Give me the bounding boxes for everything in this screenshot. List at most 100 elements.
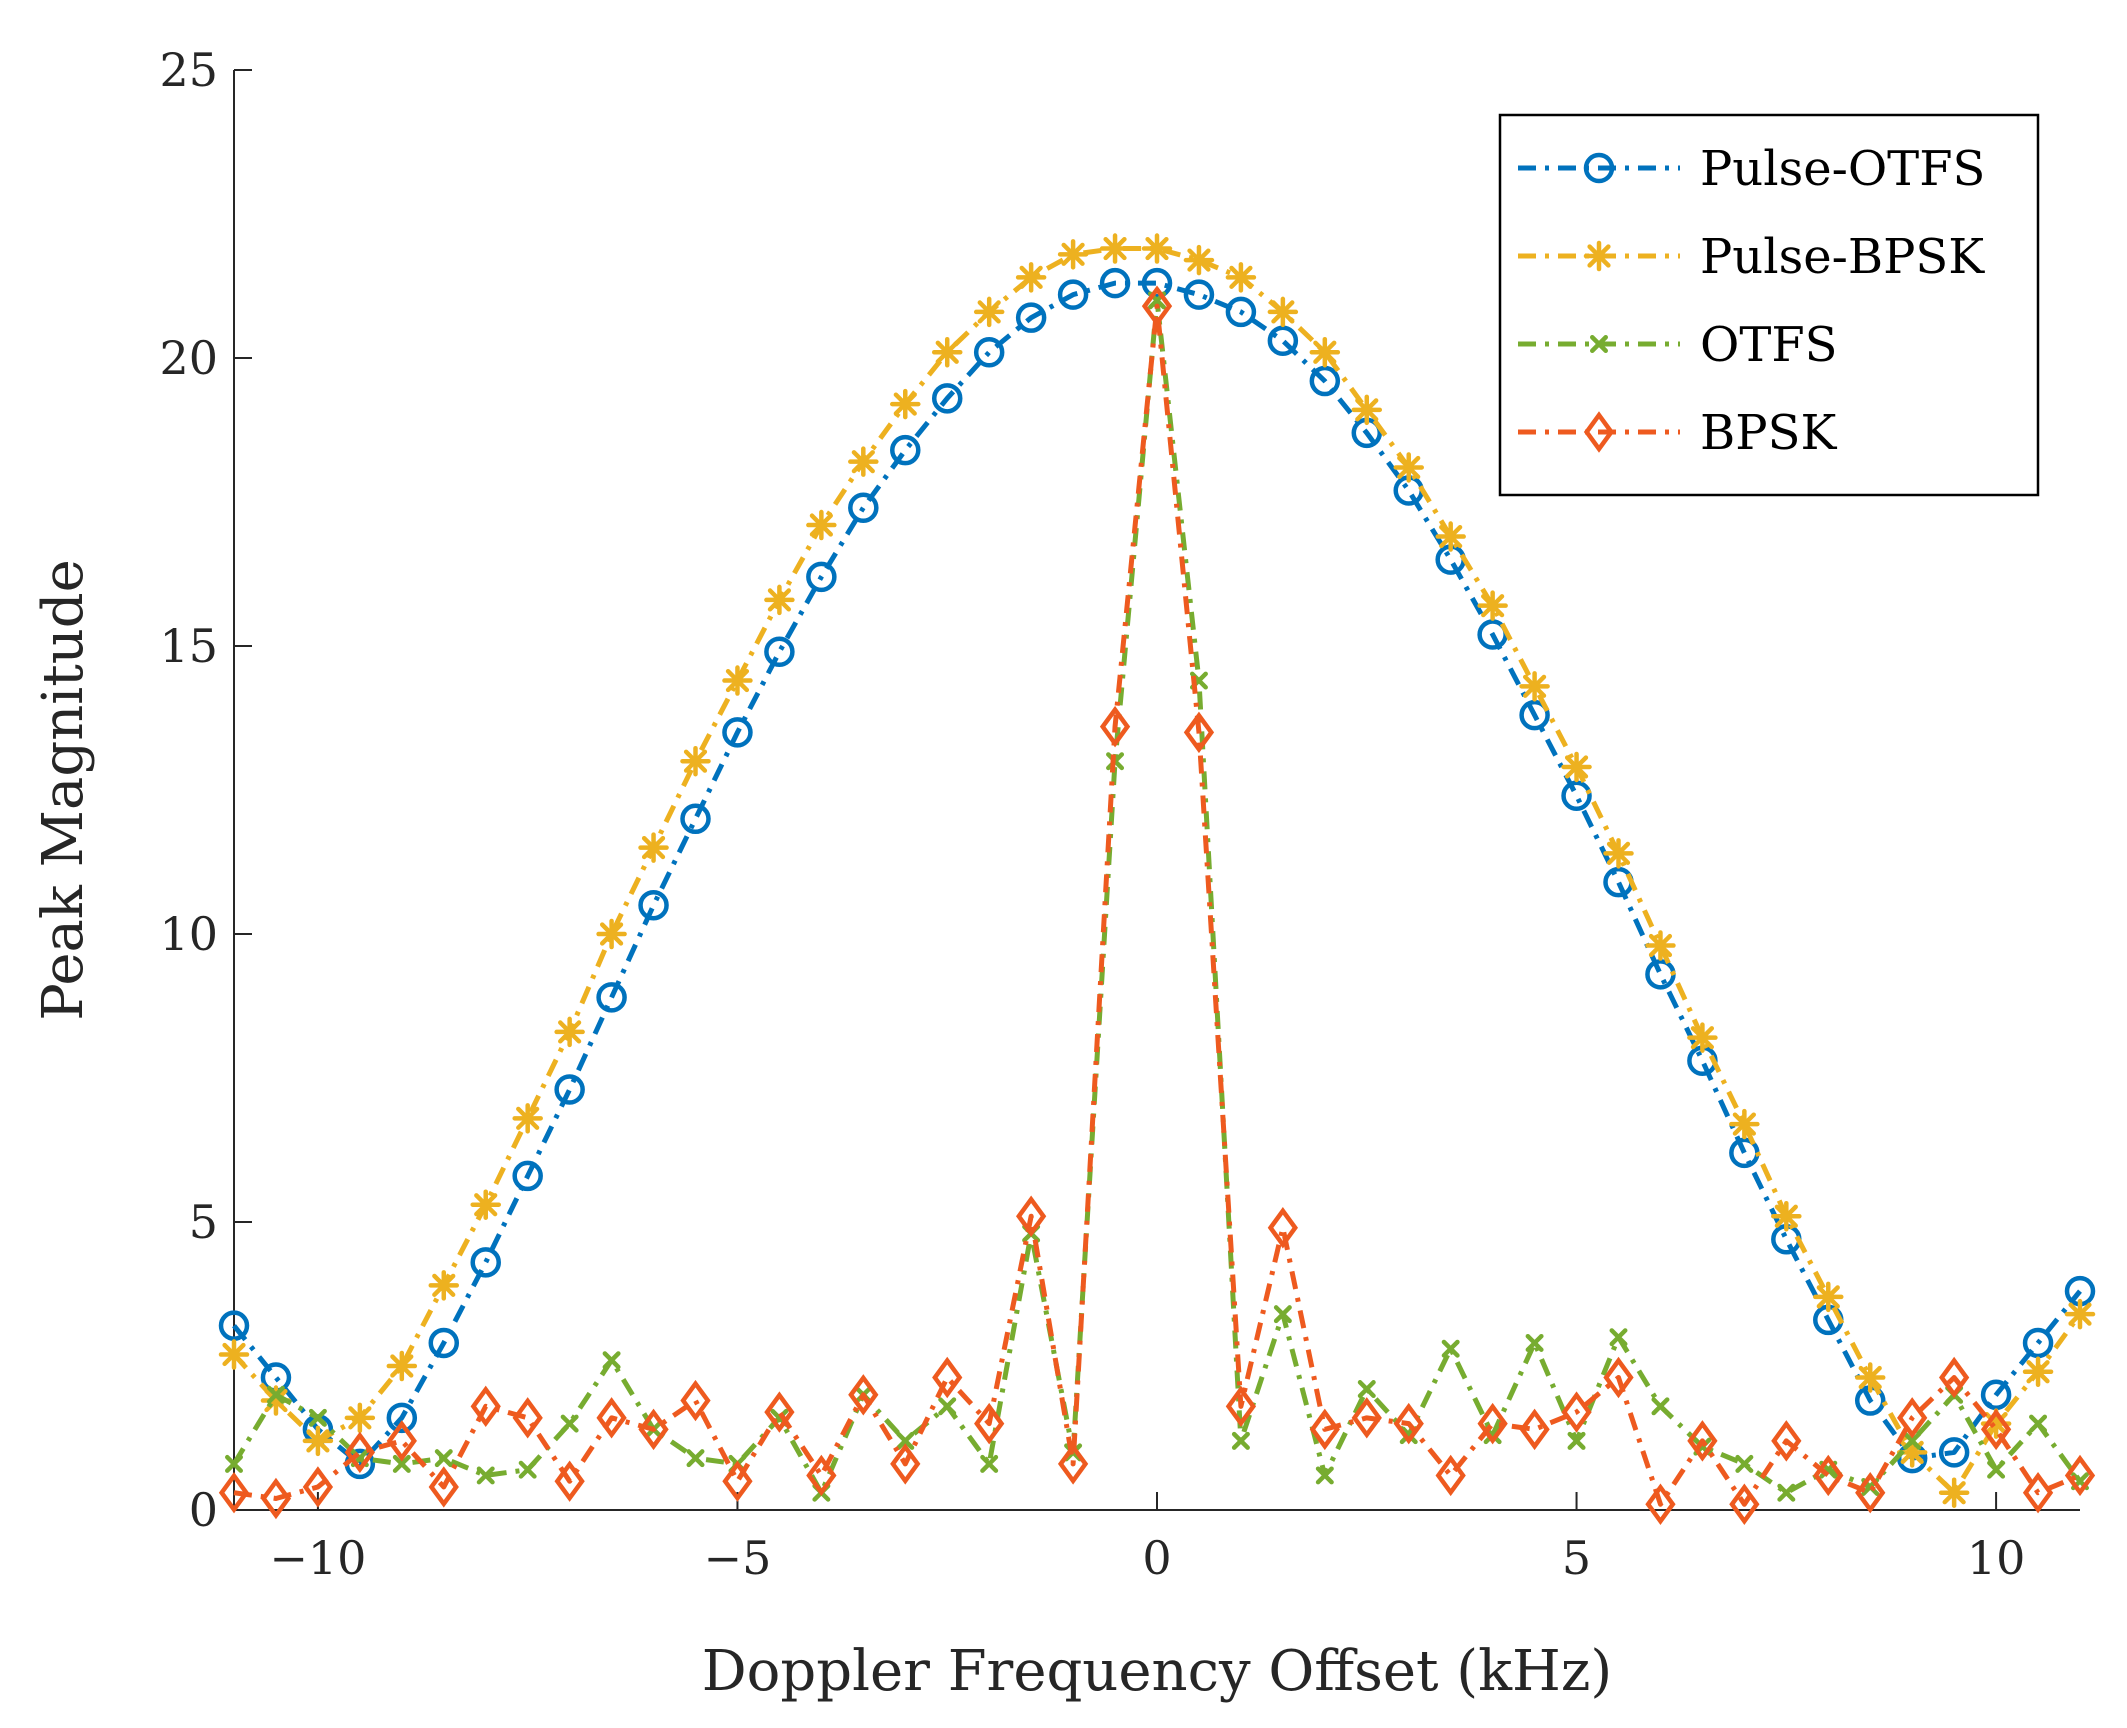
marker-asterisk xyxy=(1225,262,1257,293)
marker-asterisk xyxy=(1099,233,1131,264)
marker-x xyxy=(1357,1380,1376,1399)
marker-stroke xyxy=(977,300,1001,324)
marker-stroke xyxy=(1355,398,1379,422)
marker-diamond xyxy=(302,1466,334,1508)
series-line-pulse-otfs xyxy=(232,280,2082,1467)
marker-diamond xyxy=(1583,411,1615,453)
marker-diamond xyxy=(722,1460,753,1502)
marker-diamond xyxy=(638,1408,669,1451)
marker-stroke xyxy=(308,1408,327,1427)
marker-stroke xyxy=(560,1414,579,1433)
marker-stroke xyxy=(851,450,875,474)
marker-stroke xyxy=(1732,1112,1756,1136)
marker-diamond xyxy=(218,1472,250,1514)
y-tick-label: 20 xyxy=(159,331,218,385)
marker-asterisk xyxy=(1057,239,1089,270)
marker-stroke xyxy=(516,1106,540,1130)
marker-asterisk xyxy=(1519,671,1550,702)
marker-asterisk xyxy=(1477,590,1508,621)
legend-label: OTFS xyxy=(1700,317,1838,373)
marker-diamond xyxy=(1603,1356,1634,1399)
marker-asterisk xyxy=(1183,244,1215,276)
marker-x xyxy=(392,1454,411,1473)
marker-asterisk xyxy=(1141,233,1173,264)
marker-circle xyxy=(1938,1437,1970,1468)
marker-asterisk xyxy=(1267,296,1299,328)
marker-asterisk xyxy=(344,1402,376,1434)
marker-stroke xyxy=(1315,1466,1334,1485)
marker-diamond xyxy=(1351,1397,1382,1439)
marker-stroke xyxy=(1590,335,1608,353)
marker-stroke xyxy=(225,1454,243,1473)
marker-asterisk xyxy=(1583,240,1615,272)
marker-stroke xyxy=(1273,1305,1292,1324)
marker-asterisk xyxy=(2064,1298,2096,1330)
marker-stroke xyxy=(266,1385,285,1404)
marker-diamond xyxy=(1687,1420,1718,1462)
marker-stroke xyxy=(474,1193,498,1217)
series-pulse-bpsk xyxy=(218,233,2096,1508)
marker-diamond xyxy=(974,1402,1005,1445)
y-axis-title: Peak Magnitude xyxy=(31,559,96,1021)
marker-circle xyxy=(1015,302,1047,333)
marker-diamond xyxy=(1057,1443,1089,1485)
marker-stroke xyxy=(980,1454,999,1473)
marker-stroke xyxy=(1858,1365,1882,1390)
marker-diamond xyxy=(1729,1483,1760,1525)
marker-diamond xyxy=(1855,1472,1886,1514)
marker-stroke xyxy=(1651,1397,1670,1416)
marker-stroke xyxy=(1587,244,1611,268)
marker-circle xyxy=(806,561,837,593)
marker-asterisk xyxy=(1854,1362,1886,1393)
marker-diamond xyxy=(554,1460,585,1502)
marker-circle xyxy=(1225,296,1257,328)
marker-diamond xyxy=(1771,1420,1802,1462)
marker-diamond xyxy=(1561,1391,1592,1433)
marker-stroke xyxy=(2026,1360,2050,1384)
marker-stroke xyxy=(434,1449,453,1468)
marker-circle xyxy=(1561,780,1592,812)
marker-asterisk xyxy=(722,665,753,696)
marker-x xyxy=(602,1351,621,1370)
marker-asterisk xyxy=(764,584,795,616)
marker-asterisk xyxy=(512,1103,543,1134)
marker-x xyxy=(476,1466,495,1485)
marker-asterisk xyxy=(1561,751,1592,783)
series-line-bpsk xyxy=(233,303,2081,1507)
marker-x xyxy=(1525,1333,1544,1352)
marker-circle xyxy=(931,383,963,414)
legend-entry-bpsk: BPSK xyxy=(1518,405,1837,461)
marker-x xyxy=(434,1449,453,1468)
marker-stroke xyxy=(602,1351,621,1370)
marker-diamond xyxy=(680,1379,711,1422)
marker-x xyxy=(266,1385,285,1404)
marker-circle xyxy=(1583,152,1615,184)
marker-x xyxy=(518,1460,537,1479)
marker-diamond xyxy=(470,1385,501,1428)
marker-x xyxy=(980,1454,999,1473)
marker-diamond xyxy=(806,1454,837,1497)
marker-circle xyxy=(386,1402,418,1434)
marker-stroke xyxy=(476,1466,495,1485)
marker-stroke xyxy=(1774,1204,1798,1228)
marker-asterisk xyxy=(1938,1477,1970,1508)
marker-stroke xyxy=(2029,1414,2048,1433)
series-bpsk xyxy=(218,285,2096,1525)
marker-stroke xyxy=(683,749,708,773)
legend-label: Pulse-BPSK xyxy=(1700,229,1985,285)
marker-circle xyxy=(1267,325,1299,356)
marker-stroke xyxy=(1735,1454,1754,1473)
marker-asterisk xyxy=(806,509,837,541)
legend-label: Pulse-OTFS xyxy=(1700,141,1985,197)
x-tick-label: −10 xyxy=(269,1531,366,1585)
marker-stroke xyxy=(599,922,624,946)
marker-stroke xyxy=(1061,242,1085,266)
marker-x xyxy=(1651,1397,1670,1416)
x-tick-label: 5 xyxy=(1562,1531,1591,1585)
marker-diamond xyxy=(260,1477,292,1520)
marker-circle xyxy=(2022,1327,2054,1359)
legend-label: BPSK xyxy=(1700,405,1837,461)
marker-x xyxy=(560,1414,579,1433)
marker-asterisk xyxy=(1645,930,1676,961)
